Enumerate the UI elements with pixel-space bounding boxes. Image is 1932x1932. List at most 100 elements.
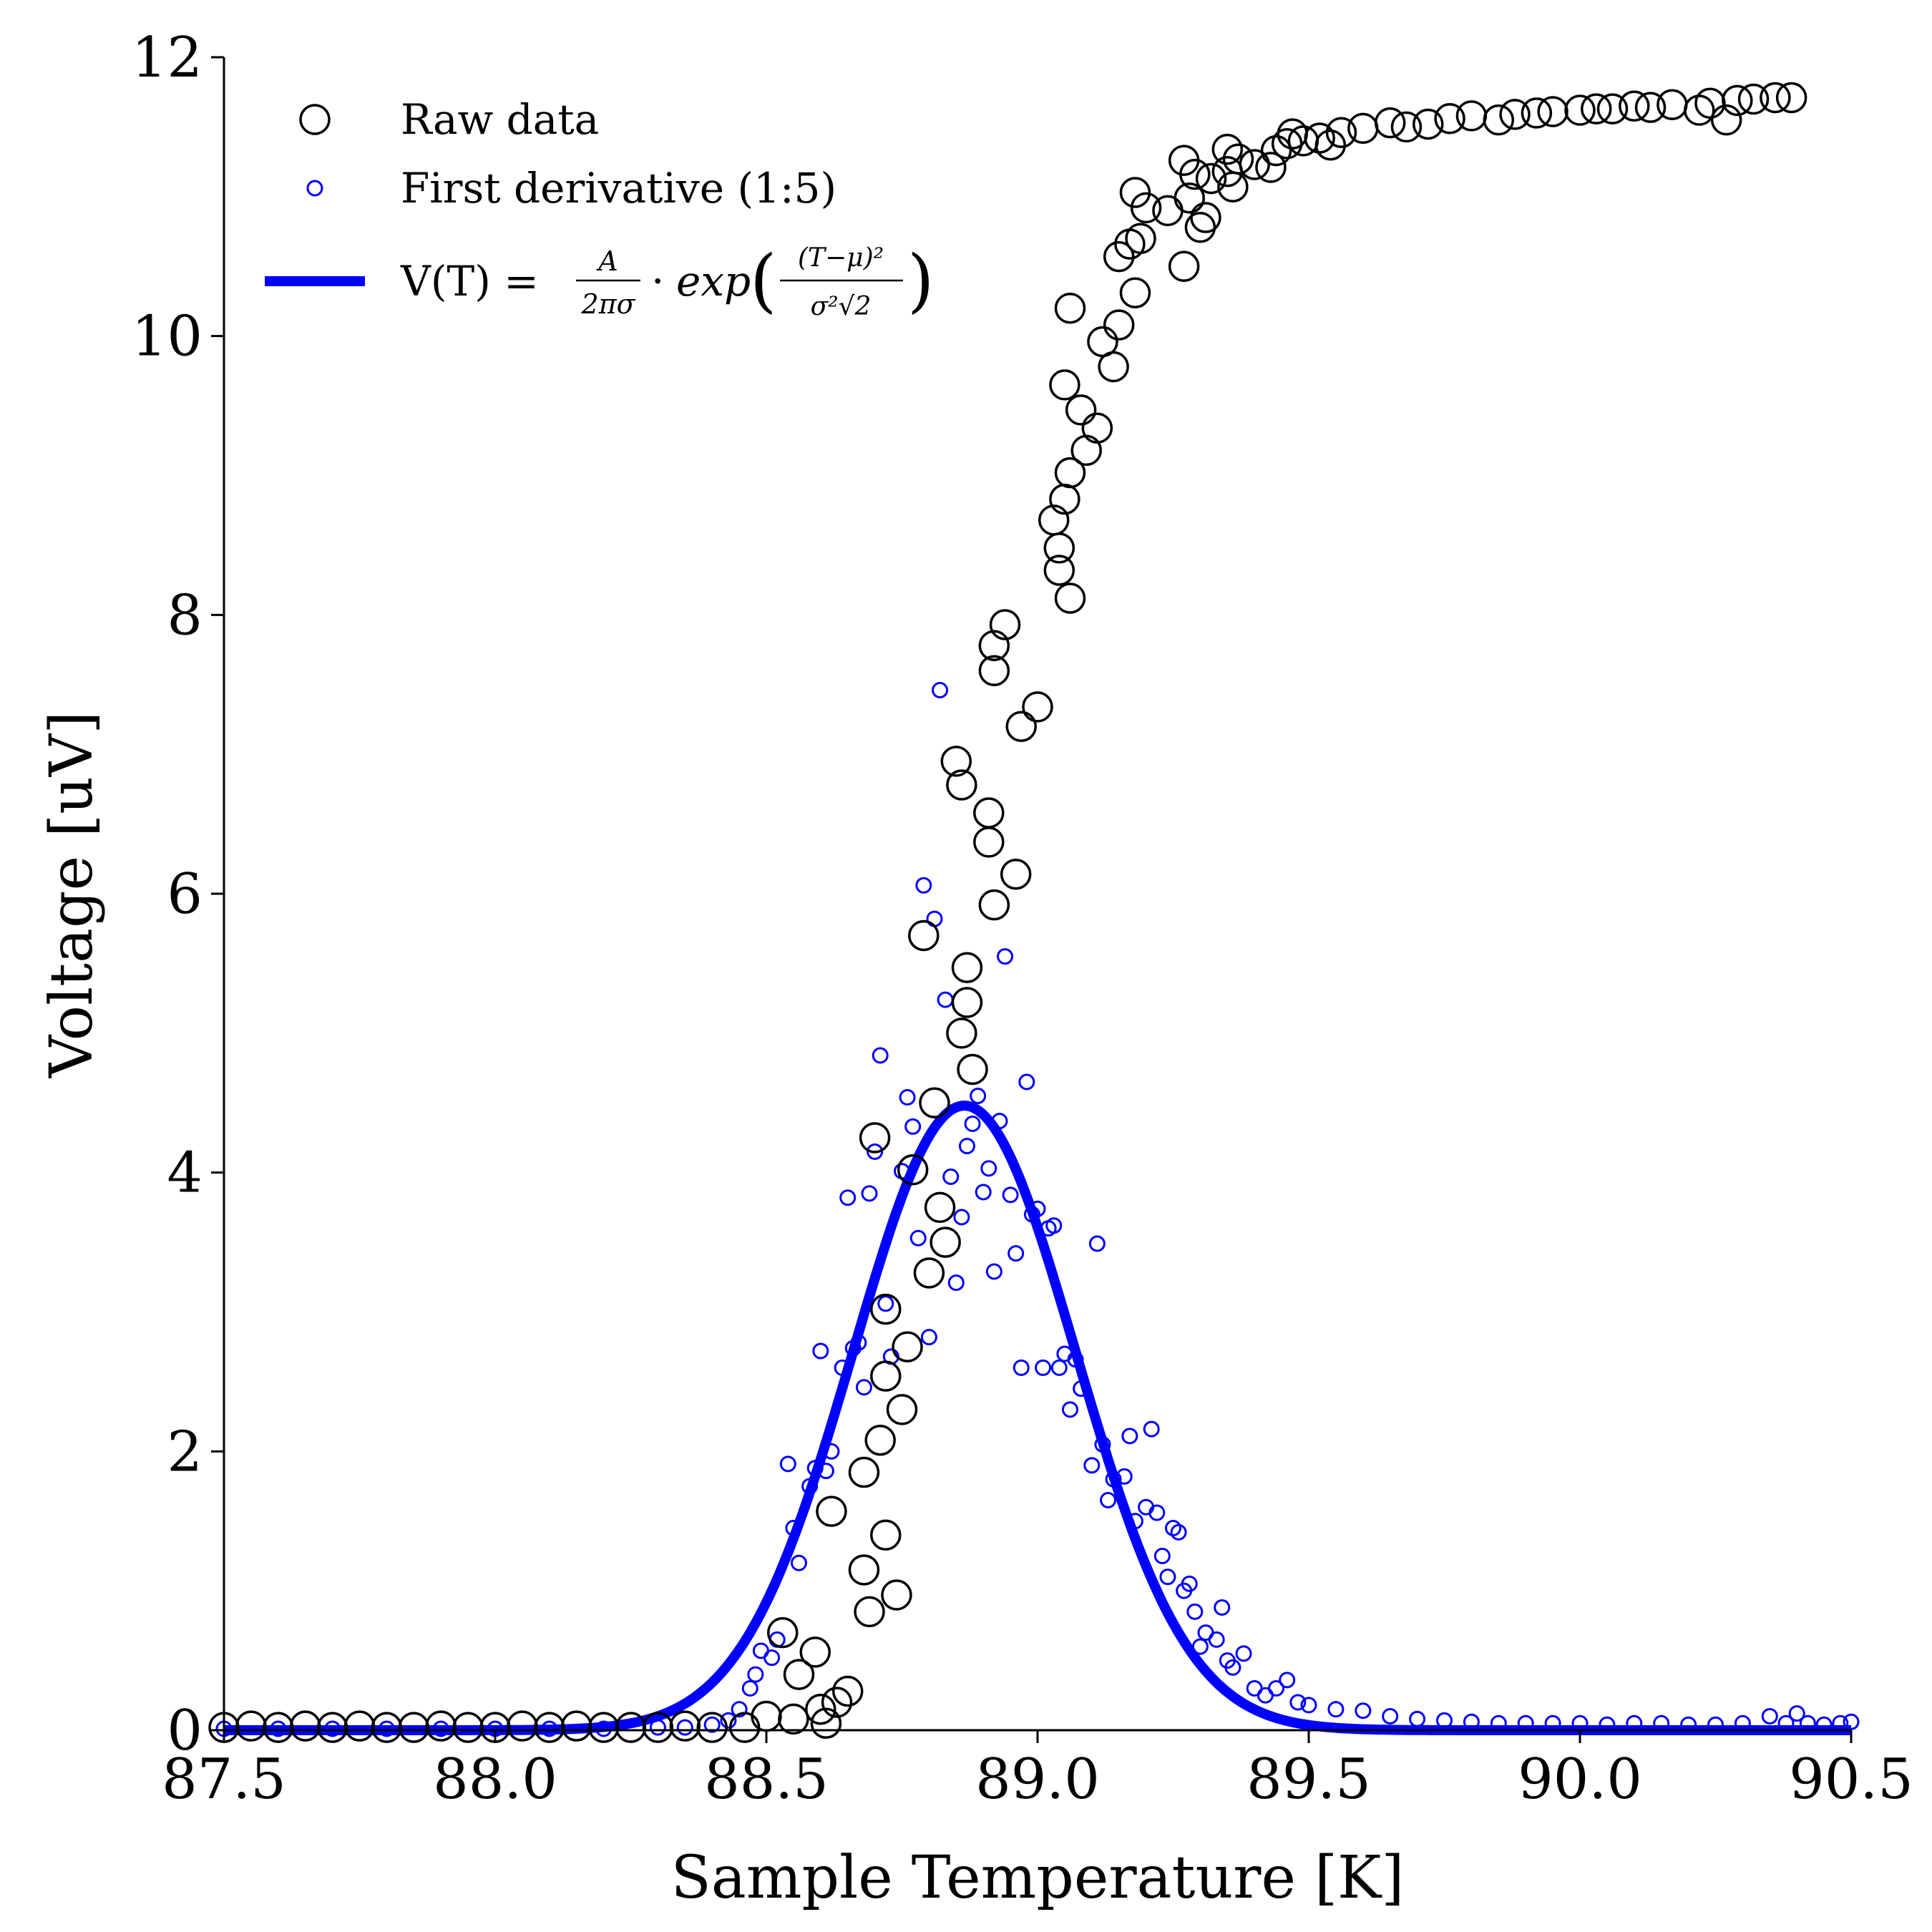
legend-raw-marker	[299, 104, 331, 135]
raw-data-point	[946, 769, 977, 801]
derivative-point	[920, 1329, 937, 1346]
raw-data-point	[1760, 82, 1791, 114]
raw-data-point	[1174, 182, 1205, 214]
derivative-point	[378, 1720, 395, 1737]
derivative-point	[595, 1720, 613, 1737]
raw-data-point	[848, 1456, 880, 1488]
derivative-point	[1788, 1705, 1805, 1722]
y-tick-label: 2	[167, 1420, 203, 1484]
raw-data-point	[973, 826, 1005, 858]
raw-data-point	[821, 1687, 853, 1718]
raw-data-point	[1103, 240, 1135, 273]
raw-data-point	[957, 1053, 988, 1085]
derivative-point	[1815, 1716, 1833, 1733]
raw-data-point	[783, 1659, 815, 1690]
derivative-point	[1143, 1420, 1160, 1438]
legend-raw-label: Raw data	[401, 95, 599, 144]
derivative-point	[1002, 1186, 1019, 1204]
raw-data-point	[615, 1712, 647, 1743]
derivative-point	[1289, 1694, 1307, 1711]
derivative-point	[1382, 1708, 1399, 1725]
raw-data-point	[1314, 129, 1347, 161]
derivative-point	[1224, 1659, 1241, 1676]
derivative-point	[1235, 1645, 1252, 1662]
raw-data-point	[398, 1712, 430, 1743]
raw-data-point	[766, 1616, 799, 1649]
legend-fit-frac-num: A	[596, 245, 618, 277]
raw-data-point	[1596, 93, 1629, 125]
legend-fit-lhs: V(T) =	[400, 257, 539, 306]
raw-data-point	[978, 655, 1010, 687]
derivative-point	[747, 1666, 764, 1683]
derivative-point	[676, 1719, 693, 1736]
raw-data-point	[1537, 96, 1568, 127]
derivative-point	[1680, 1716, 1697, 1733]
derivative-point	[741, 1680, 758, 1697]
legend-derivative-label: First derivative (1:5)	[401, 164, 836, 213]
derivative-point	[1214, 1599, 1231, 1616]
derivative-point	[720, 1712, 737, 1729]
raw-data-point	[1054, 292, 1086, 324]
derivative-point	[785, 1519, 802, 1536]
raw-data-point	[989, 609, 1021, 640]
raw-data-point	[864, 1424, 896, 1456]
raw-data-point	[940, 746, 972, 777]
derivative-point	[1073, 1380, 1090, 1397]
raw-data-point	[1619, 90, 1650, 122]
raw-data-point	[235, 1710, 267, 1742]
raw-data-point	[1255, 152, 1287, 183]
y-tick-label: 4	[167, 1141, 203, 1206]
raw-data-point	[1054, 582, 1086, 614]
derivative-point	[1436, 1712, 1453, 1729]
derivative-point	[790, 1554, 807, 1571]
raw-data-point	[881, 1579, 912, 1611]
raw-data-point	[924, 1191, 956, 1224]
raw-data-point	[1775, 82, 1807, 114]
raw-data-point	[908, 919, 940, 952]
raw-data-point	[1564, 94, 1596, 126]
derivative-point	[1707, 1716, 1724, 1733]
y-ticks: 0 2 4 6 8 10 12	[132, 26, 224, 1763]
raw-data-point	[1374, 107, 1406, 139]
raw-data-point	[1168, 250, 1200, 282]
x-tick-label: 89.5	[1246, 1747, 1371, 1812]
raw-data-point	[289, 1710, 321, 1742]
raw-data-point	[263, 1712, 294, 1743]
raw-data-point	[973, 797, 1005, 829]
gaussian-fit-line	[221, 1101, 1854, 1735]
raw-data-point	[1239, 149, 1270, 180]
derivative-point	[877, 1295, 894, 1312]
raw-data-point	[886, 1394, 918, 1425]
raw-data-point	[1195, 162, 1227, 195]
derivative-point	[270, 1720, 287, 1737]
raw-data-point	[1483, 104, 1515, 136]
derivative-point	[1181, 1575, 1198, 1592]
fit-layer	[221, 1101, 1854, 1735]
derivative-point	[1599, 1716, 1616, 1733]
raw-data-point	[1065, 394, 1097, 426]
legend-fit-inner-num: (T−μ)²	[798, 243, 884, 273]
x-tick-label: 87.5	[162, 1747, 286, 1812]
derivative-point	[834, 1359, 851, 1376]
derivative-point	[872, 1047, 889, 1064]
raw-data-point	[1152, 195, 1184, 227]
derivative-point	[1029, 1200, 1046, 1217]
plot-area	[208, 82, 1860, 1743]
derivative-point	[1094, 1436, 1111, 1453]
derivative-point	[1761, 1708, 1778, 1725]
raw-data-point	[1413, 108, 1444, 140]
raw-data-point	[1580, 93, 1612, 125]
legend: Raw data First derivative (1:5) V(T) = A…	[265, 95, 934, 321]
raw-data-point	[831, 1675, 864, 1707]
derivative-point	[1008, 1245, 1025, 1262]
raw-data-point	[951, 952, 983, 984]
legend-fit-dot: ·	[651, 257, 664, 306]
derivative-point	[817, 1463, 834, 1480]
derivative-point	[985, 1263, 1002, 1280]
raw-data-point	[1098, 351, 1129, 383]
raw-data-point	[1119, 177, 1151, 208]
derivative-point	[1191, 1638, 1209, 1655]
raw-data-point	[587, 1712, 620, 1743]
raw-data-point	[1103, 309, 1135, 341]
derivative-point	[1463, 1713, 1480, 1730]
